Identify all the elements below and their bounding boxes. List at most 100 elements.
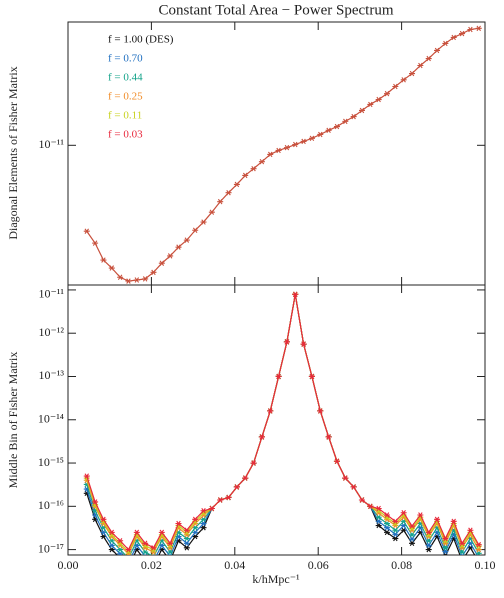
marker [275,147,282,154]
marker [125,556,131,561]
marker [350,113,357,120]
series-group [83,25,482,284]
marker [392,535,399,542]
marker [342,118,349,125]
marker [83,228,90,234]
marker [142,540,149,546]
marker [225,189,232,196]
series-line [86,294,480,551]
marker [384,529,391,536]
y-tick-label: 10⁻¹⁴ [38,412,64,426]
marker [409,523,416,529]
marker [384,520,391,527]
marker [450,34,457,41]
marker [375,522,382,529]
marker [217,497,224,503]
marker [292,291,299,298]
marker [325,127,332,134]
x-tick-label: 0.06 [308,558,329,572]
marker [342,475,349,481]
marker [133,277,140,283]
marker [417,62,424,69]
marker [100,529,107,536]
marker [175,244,182,250]
marker [242,475,249,481]
marker [242,172,249,179]
marker [308,373,315,380]
series-line [86,294,480,553]
marker [300,138,307,145]
marker [142,276,149,282]
marker [183,540,190,546]
marker [459,549,466,555]
marker [150,545,157,551]
y-axis-label: Middle Bin of Fisher Matrix [6,352,20,489]
marker [258,158,265,165]
marker [434,47,441,54]
marker [108,265,115,271]
marker [367,101,374,108]
legend-label: f = 0.25 [108,91,143,103]
x-tick-label: 0.00 [58,558,79,572]
marker [459,558,465,563]
marker [358,107,365,114]
marker [108,542,115,549]
marker [108,546,115,553]
marker [400,77,407,83]
legend-label: f = 0.03 [108,129,143,141]
legend-label: f = 0.11 [108,110,142,122]
marker [250,460,257,466]
marker [375,505,382,512]
marker [434,516,441,523]
marker [100,516,107,523]
marker [233,484,240,490]
marker [151,553,156,555]
marker [125,564,131,569]
marker [100,257,107,263]
marker [117,538,124,544]
marker [150,269,157,276]
marker [417,512,424,518]
marker [208,505,215,512]
marker [325,434,332,440]
marker [367,503,374,510]
marker [459,30,466,37]
marker [200,508,207,514]
marker [333,123,340,130]
marker [442,545,449,551]
marker [183,237,190,243]
y-tick-label: 10⁻¹² [38,325,64,339]
x-tick-label: 0.04 [224,558,245,572]
marker [92,240,99,246]
y-tick-label: 10⁻¹⁵ [38,455,64,469]
marker [425,538,432,544]
marker [400,527,407,533]
marker [425,55,432,62]
marker [459,553,465,555]
marker [300,341,307,347]
marker [400,510,407,516]
marker [117,546,124,553]
marker [425,542,432,549]
marker [350,484,357,490]
marker [167,549,174,555]
marker [475,25,482,32]
x-axis-label: k/hMpc⁻¹ [252,572,300,586]
series-group [83,291,482,569]
marker [167,553,173,555]
marker [384,90,391,97]
marker [167,253,174,259]
marker [475,541,482,548]
marker [200,525,207,531]
marker [392,83,399,90]
y-tick-label: 10⁻¹¹ [38,137,64,151]
marker [267,408,274,414]
marker [183,527,190,533]
marker [92,499,99,505]
marker [467,26,474,33]
marker [409,536,416,542]
marker [425,546,432,553]
marker [142,553,148,555]
